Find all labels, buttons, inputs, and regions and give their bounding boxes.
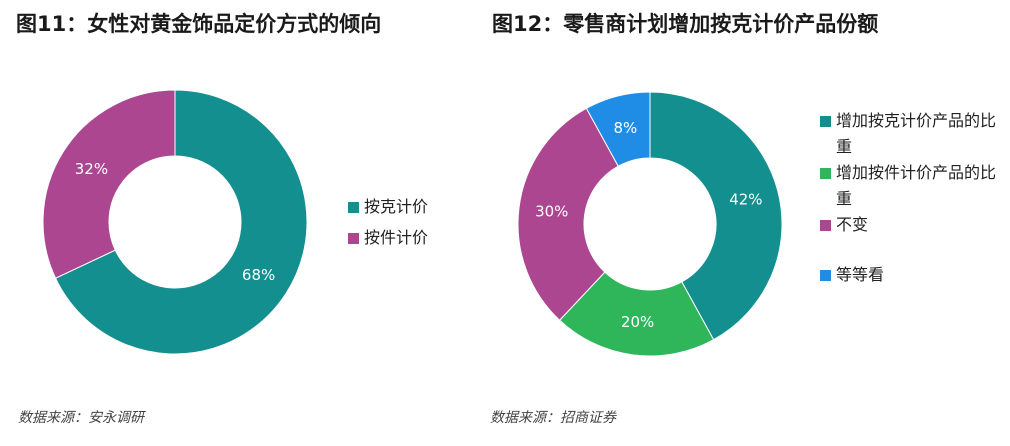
chart-legend: 增加按克计价产品的比重 增加按件计价产品的比重不变等等看: [820, 108, 1010, 288]
legend-swatch: [820, 116, 831, 127]
slice-value-label: 30%: [535, 203, 568, 221]
legend-swatch: [820, 220, 831, 231]
legend-item: 增加按克计价产品的比重: [820, 108, 1010, 160]
donut-slice: [54, 89, 308, 355]
donut-slice: [42, 89, 176, 279]
legend-item: 按克计价: [348, 194, 428, 220]
legend-label: 等等看: [836, 265, 885, 284]
legend-label: 按件计价: [364, 228, 429, 247]
chart-panel-2: 图12：零售商计划增加按克计价产品份额 42% 20% 30% 8% 增加按克计价产品…: [480, 0, 1010, 446]
legend-swatch: [820, 270, 831, 281]
donut-slice: [558, 271, 715, 357]
data-source-note: 数据来源：安永调研: [18, 410, 144, 426]
donut-slice: [517, 107, 619, 321]
donut-chart: 68% 32%: [42, 89, 308, 355]
donut-slice: [649, 91, 783, 341]
legend-item: 增加按件计价产品的比重: [820, 160, 1010, 212]
data-source-note: 数据来源：招商证券: [490, 410, 616, 426]
donut-chart: 42% 20% 30% 8%: [517, 91, 783, 357]
chart-title: 图12：零售商计划增加按克计价产品份额: [492, 12, 879, 36]
slice-value-label: 20%: [621, 313, 654, 331]
chart-panel-1: 图11：女性对黄金饰品定价方式的倾向 68% 32% 按克计价按件计价 数据来源：…: [0, 0, 490, 446]
legend-label: 增加按件计价产品的比重: [836, 163, 997, 208]
legend-label: 按克计价: [364, 197, 429, 216]
legend-label: 增加按克计价产品的比重: [836, 111, 997, 156]
chart-legend: 按克计价 按件计价: [348, 194, 428, 256]
donut-slice: [585, 91, 651, 167]
slice-value-label: 32%: [75, 160, 108, 178]
legend-item: 不变: [820, 212, 1010, 238]
slice-value-label: 68%: [242, 266, 275, 284]
legend-item: 按件计价: [348, 225, 428, 251]
legend-swatch: [820, 168, 831, 179]
legend-label: 不变: [836, 215, 869, 234]
legend-item: 等等看: [820, 262, 1010, 288]
legend-swatch: [348, 202, 359, 213]
chart-title: 图11：女性对黄金饰品定价方式的倾向: [16, 12, 382, 36]
slice-value-label: 42%: [729, 190, 762, 208]
legend-swatch: [348, 233, 359, 244]
slice-value-label: 8%: [613, 119, 637, 137]
